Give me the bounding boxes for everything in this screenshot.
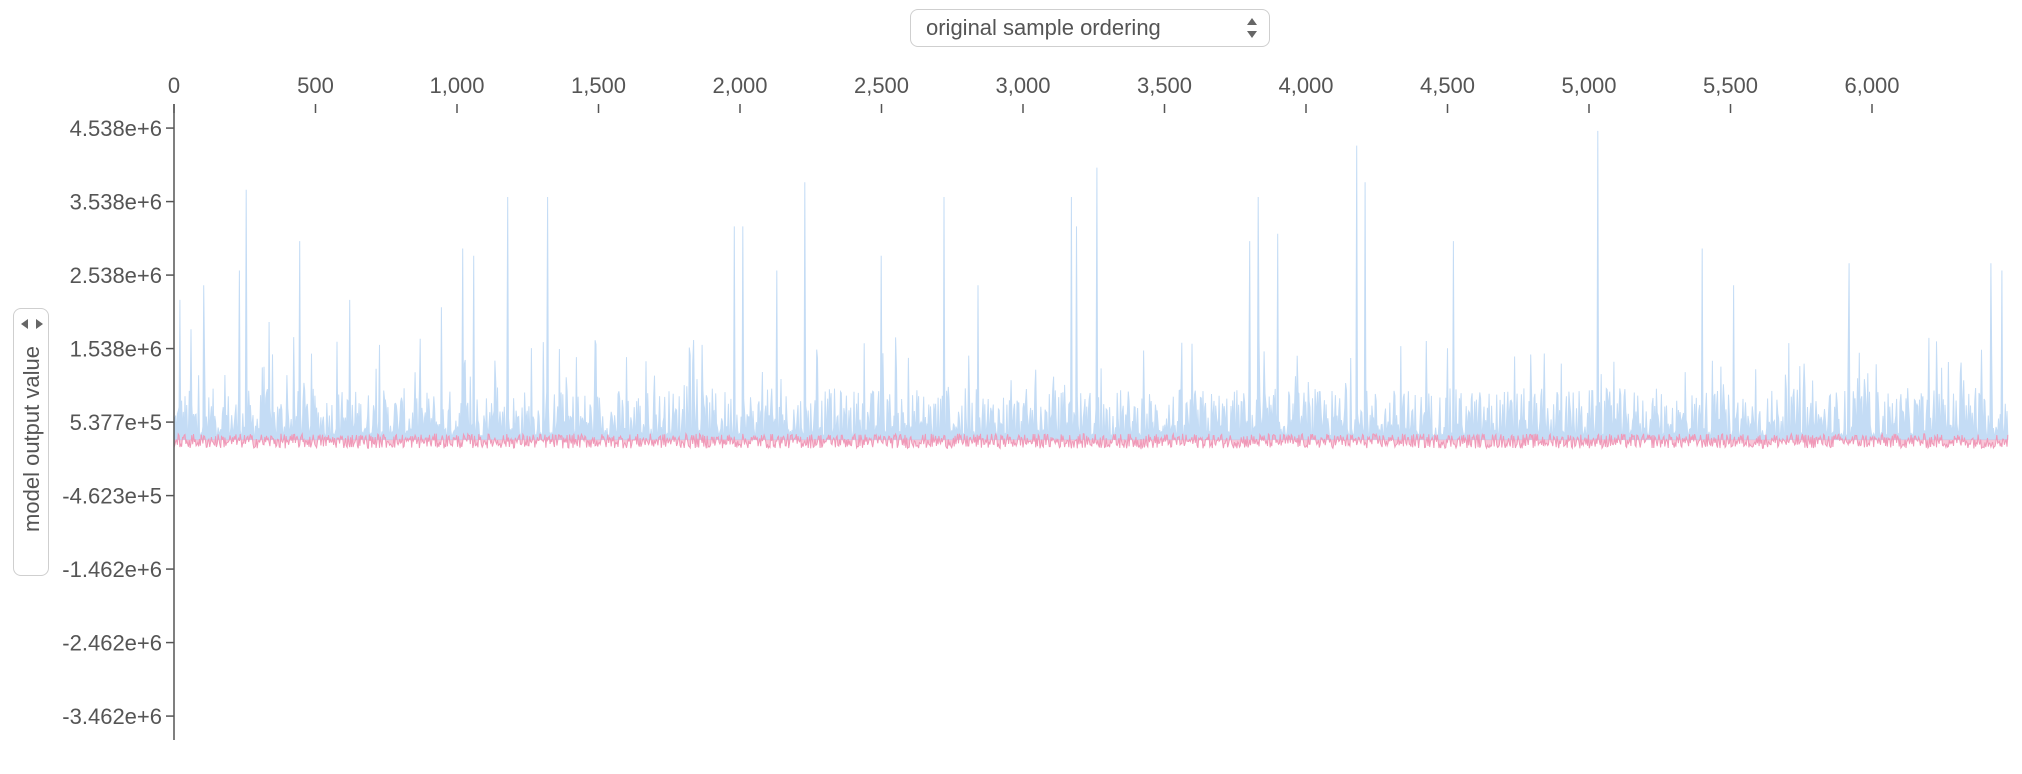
y-tick-label: -2.462e+6 — [62, 631, 162, 656]
y-tick-label: 2.538e+6 — [70, 263, 162, 288]
y-tick-label: 3.538e+6 — [70, 190, 162, 215]
axes-layer: 0 500 1,000 1,500 2,000 2,500 3,000 3,500 4,000 4… — [62, 73, 1900, 740]
y-tick-label: -3.462e+6 — [62, 704, 162, 729]
y-tick-label: 1.538e+6 — [70, 337, 162, 362]
x-tick-label: 1,000 — [429, 73, 484, 98]
x-tick-label: 5,500 — [1703, 73, 1758, 98]
x-tick-label: 3,500 — [1137, 73, 1192, 98]
x-tick-label: 4,000 — [1278, 73, 1333, 98]
x-tick-label: 500 — [297, 73, 334, 98]
x-tick-label: 2,500 — [854, 73, 909, 98]
y-tick-label: -1.462e+6 — [62, 557, 162, 582]
x-tick-label: 0 — [168, 73, 180, 98]
y-axis-select[interactable]: model output value — [13, 308, 49, 576]
x-tick-label: 1,500 — [571, 73, 626, 98]
x-tick-label: 3,000 — [995, 73, 1050, 98]
sample-ordering-select-value: original sample ordering — [926, 15, 1161, 40]
x-tick-label: 2,000 — [712, 73, 767, 98]
sample-ordering-select[interactable]: original sample ordering — [910, 9, 1270, 47]
series-upper-area — [173, 130, 2009, 441]
series-layer — [173, 130, 2009, 450]
x-tick-label: 6,000 — [1844, 73, 1899, 98]
select-arrows-icon — [21, 319, 43, 329]
y-tick-label: 4.538e+6 — [70, 116, 162, 141]
y-tick-label: -4.623e+5 — [62, 484, 162, 509]
y-tick-label: 5.377e+5 — [70, 410, 162, 435]
x-tick-label: 4,500 — [1420, 73, 1475, 98]
x-tick-label: 5,000 — [1561, 73, 1616, 98]
select-arrows-icon — [1247, 18, 1257, 38]
series-lower-line — [173, 431, 2009, 450]
